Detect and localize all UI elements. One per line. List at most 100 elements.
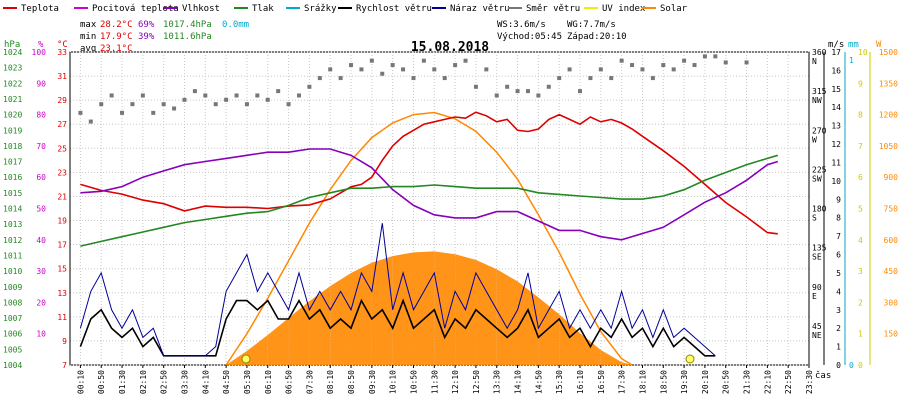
x-tick-label: 14:10 (514, 370, 523, 394)
wind-direction-point (203, 93, 208, 98)
y-tick-wind: 17 (831, 48, 841, 57)
y-tick-pressure: 1013 (3, 220, 22, 229)
y-tick-wind: 2 (836, 324, 841, 333)
wind-direction-point (349, 63, 354, 68)
y-tick-winddir: 225 (812, 165, 827, 174)
wind-direction-point (463, 58, 468, 63)
y-tick-winddir: 90 (812, 283, 822, 292)
y-tick-solar: 1500 (879, 48, 898, 57)
x-tick-label: 23:30 (805, 370, 814, 394)
legend: Teplota Pocitová teplota Vlhkost Tlak Srážky… (3, 4, 688, 14)
wind-direction-point (120, 110, 125, 115)
wind-direction-point (557, 76, 562, 81)
solar-theoretical-line (225, 111, 633, 366)
x-tick-label: 20:10 (701, 370, 710, 394)
wind-direction-point (609, 76, 614, 81)
y-tick-winddir-compass: E (812, 292, 817, 301)
y-tick-temperature: 19 (57, 217, 67, 226)
wind-direction-series (78, 54, 749, 124)
y-tick-solar: 900 (884, 173, 899, 182)
y-tick-humidity: 20 (36, 298, 46, 307)
y-tick-winddir-compass: SE (812, 253, 822, 262)
wind-direction-point (494, 93, 499, 98)
wind-direction-point (432, 67, 437, 72)
series-line-vlhkost (80, 148, 779, 241)
stat-wg: WG:7.7m/s (567, 20, 616, 30)
axes: 1004100510061007100810091010101110121013… (3, 48, 898, 370)
x-tick-label: 05:30 (243, 370, 252, 394)
x-tick-label: 15:30 (555, 370, 564, 394)
y-tick-pressure: 1009 (3, 283, 22, 292)
unit-hpa: hPa (4, 40, 20, 50)
wind-direction-point (682, 58, 687, 63)
y-tick-temperature: 23 (57, 168, 67, 177)
y-tick-humidity: 60 (36, 173, 46, 182)
y-tick-humidity: 50 (36, 205, 46, 214)
wind-direction-point (630, 63, 635, 68)
wind-direction-point (619, 58, 624, 63)
stat-min-hum: 39% (138, 32, 155, 42)
y-tick-rain: 1 (849, 56, 854, 65)
chart-title: 15.08.2018 (411, 40, 489, 55)
y-tick-pressure: 1023 (3, 64, 22, 73)
wind-direction-point (140, 93, 145, 98)
y-tick-uv: 10 (858, 48, 868, 57)
y-tick-solar: 150 (884, 330, 899, 339)
y-tick-pressure: 1024 (3, 48, 22, 57)
wind-direction-point (78, 110, 83, 115)
wind-direction-point (182, 97, 187, 102)
solar-area-segment (288, 301, 310, 365)
wind-direction-point (588, 76, 593, 81)
solar-area-segment (392, 252, 414, 365)
wind-direction-point (411, 76, 416, 81)
y-tick-humidity: 10 (36, 330, 46, 339)
y-tick-pressure: 1007 (3, 314, 22, 323)
solar-area-segment (351, 262, 372, 365)
y-tick-temperature: 33 (57, 48, 67, 57)
legend-label: Pocitová teplota (92, 4, 179, 14)
x-tick-label: 06:10 (264, 370, 273, 394)
wind-direction-point (328, 67, 333, 72)
y-tick-pressure: 1021 (3, 95, 22, 104)
solar-area-segment (413, 251, 435, 365)
legend-label: Teplota (21, 4, 59, 14)
y-tick-uv: 6 (858, 173, 863, 182)
wind-direction-point (130, 102, 135, 107)
wind-direction-point (671, 67, 676, 72)
y-tick-temperature: 29 (57, 96, 67, 105)
legend-label: UV index (602, 4, 646, 14)
solar-area-segment (600, 349, 622, 365)
y-tick-uv: 2 (858, 298, 863, 307)
y-tick-wind: 9 (836, 195, 841, 204)
wind-direction-point (161, 102, 166, 107)
stat-max-temp: 28.2°C (100, 20, 133, 30)
y-tick-pressure: 1018 (3, 142, 22, 151)
x-tick-label: 08:10 (326, 370, 335, 394)
x-tick-label: 03:30 (180, 370, 189, 394)
y-tick-winddir-compass: W (812, 135, 817, 144)
solar-area-segment (496, 269, 518, 365)
y-tick-temperature: 13 (57, 289, 67, 298)
solar-series (225, 111, 633, 366)
y-tick-winddir: 180 (812, 205, 827, 214)
legend-label: Rychlost větru (356, 4, 432, 14)
y-tick-pressure: 1014 (3, 205, 22, 214)
wind-direction-point (401, 67, 406, 72)
y-tick-temperature: 27 (57, 120, 67, 129)
x-tick-label: 18:50 (659, 370, 668, 394)
solar-area-segment (226, 350, 247, 365)
y-tick-uv: 4 (858, 236, 863, 245)
x-tick-label: 22:50 (784, 370, 793, 394)
wind-direction-point (661, 63, 666, 68)
unit-c: °C (57, 40, 68, 50)
y-tick-temperature: 31 (57, 72, 67, 81)
y-tick-pressure: 1017 (3, 158, 22, 167)
y-tick-solar: 1350 (879, 79, 898, 88)
x-tick-label: 21:30 (743, 370, 752, 394)
x-tick-label: 10:10 (389, 370, 398, 394)
y-tick-solar: 1200 (879, 111, 898, 120)
x-tick-label: 02:50 (160, 370, 169, 394)
y-tick-uv: 7 (858, 142, 863, 151)
y-tick-humidity: 90 (36, 79, 46, 88)
x-tick-label: 12:50 (472, 370, 481, 394)
